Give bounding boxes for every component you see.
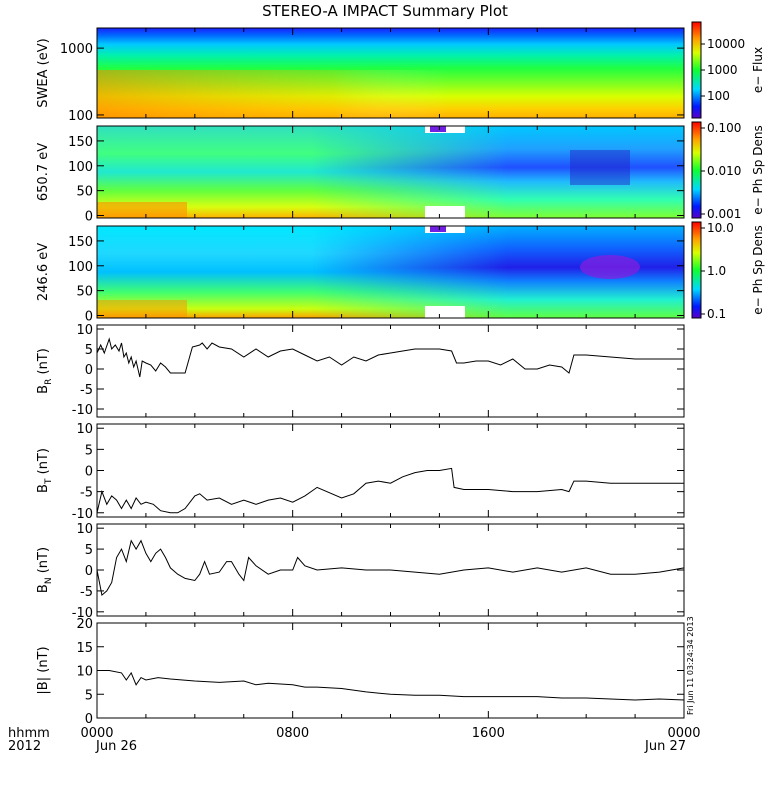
y-tick-label: 100 [68,109,93,124]
pad-650-colorbar [691,121,702,219]
pad-650-gap-top-fill [430,126,446,132]
y-tick-label: -5 [80,585,93,600]
series-line [97,670,685,701]
x-tick-label: 0800 [276,726,309,741]
y-tick-label: 150 [68,135,93,150]
y-tick-label: 0 [85,363,93,378]
pad-246-gap-bottom [425,306,465,318]
y-tick-label: 50 [76,185,93,200]
colorbar-label: e− Flux [751,47,765,93]
pad-650-early-hotspot [97,202,187,218]
pad-246-depletion [580,255,640,279]
bmag-frame [96,622,685,719]
pad-650-gap-bottom [425,206,465,218]
swea-spectrogram-panel [96,27,685,119]
y-tick-label: -10 [72,507,93,522]
year-label: 2012 [8,739,41,754]
series-line [96,467,684,514]
y-tick-label: 10 [76,522,93,537]
x-tick-label: 0000 [80,726,113,741]
y-tick-label: 0 [85,564,93,579]
pad-650-depletion [570,150,630,185]
y-tick-label: 5 [85,688,93,703]
pad-650-late-interval [97,126,684,218]
y-tick-label: 50 [76,285,93,300]
br-frame [96,324,685,418]
y-tick-label: 100 [68,260,93,275]
pad-246-gap-top-fill [430,226,446,232]
colorbar-tick-label: 1.0 [707,264,726,278]
y-tick-label: 10 [76,422,93,437]
colorbar-tick-label: 0.100 [707,121,741,135]
y-tick-label: 0 [85,210,93,225]
y-axis-label: BT (nT) [36,448,54,493]
y-tick-label: 20 [76,617,93,632]
time-format-label: hhmm [8,726,50,741]
y-tick-label: 10 [76,323,93,338]
swea-low-energy-band [97,70,684,118]
pad-650-panel [96,125,685,219]
y-tick-label: 100 [68,160,93,175]
bt-frame [96,423,685,518]
plot-title: STEREO-A IMPACT Summary Plot [262,2,508,20]
pad-246-panel [96,225,685,319]
swea-colorbar [691,21,702,119]
colorbar-tick-label: 10000 [707,37,745,51]
y-tick-label: 5 [85,443,93,458]
end-date-label: Jun 27 [644,739,686,754]
y-tick-label: 0 [85,712,93,727]
y-axis-label: 246.6 eV [36,243,51,301]
y-tick-label: -5 [80,383,93,398]
colorbar-tick-label: 0.010 [707,164,741,178]
y-tick-label: 15 [76,641,93,656]
y-tick-label: -5 [80,486,93,501]
start-date-label: Jun 26 [95,739,137,754]
pad-246-early-hotspot [97,300,187,318]
y-axis-label: SWEA (eV) [36,38,51,107]
y-tick-label: 0 [85,310,93,325]
generation-timestamp: Fri Jun 11 03:24:34 2013 [686,616,695,715]
y-axis-label: |B| (nT) [36,646,51,694]
y-axis-label: BN (nT) [36,547,54,593]
y-tick-label: 5 [85,343,93,358]
y-tick-label: -10 [72,606,93,621]
y-tick-label: 10 [76,665,93,680]
series-line [96,337,684,378]
colorbar-tick-label: 0.001 [707,207,741,221]
colorbar-tick-label: 10.0 [707,221,734,235]
y-tick-label: -10 [72,403,93,418]
series-line [96,539,685,597]
colorbar-tick-label: 100 [707,89,730,103]
y-axis-label: BR (nT) [36,348,54,394]
y-tick-label: 150 [68,235,93,250]
x-tick-label: 1600 [472,726,505,741]
colorbar-label: e− Ph Sp Dens [751,225,765,314]
y-tick-label: 0 [85,465,93,480]
colorbar-tick-label: 1000 [707,63,738,77]
pad-246-colorbar [691,221,702,319]
y-axis-label: 650.7 eV [36,143,51,201]
colorbar-tick-label: 0.1 [707,307,726,321]
colorbar-label: e− Ph Sp Dens [751,125,765,214]
y-tick-label: 5 [85,543,93,558]
x-tick-label: 0000 [667,726,700,741]
y-tick-label: 1000 [60,42,93,57]
